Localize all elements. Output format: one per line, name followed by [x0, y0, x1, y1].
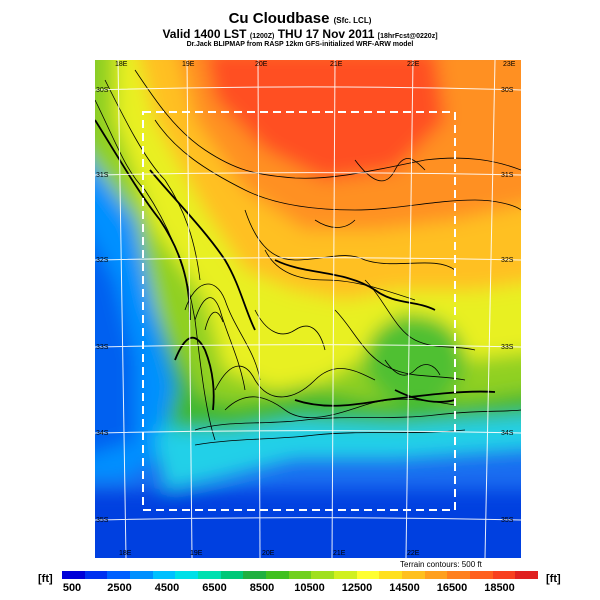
major-contours	[95, 119, 496, 411]
legend-swatch	[84, 571, 108, 579]
legend-swatch	[107, 571, 131, 579]
lon-label: 20E	[255, 61, 268, 68]
map-title: Cu Cloudbase (Sfc. LCL)	[228, 10, 372, 27]
lon-labels-bottom: 18E 19E 20E 21E 22E	[119, 550, 420, 557]
legend-tick-label: 18500	[484, 582, 515, 594]
legend-swatch	[356, 571, 380, 579]
legend-swatch	[152, 571, 176, 579]
legend-unit-left: [ft]	[38, 573, 53, 585]
lat-label: 34S	[96, 430, 109, 437]
legend-swatch	[311, 571, 335, 579]
legend-tick-label: 14500	[389, 582, 420, 594]
lon-labels-top: 18E 19E 20E 21E 22E 23E	[115, 61, 516, 68]
legend-ticks: 500 2500 4500 6500 8500 10500 12500 14500 16500 1…	[62, 582, 538, 596]
lat-labels-right: 30S 31S 32S 33S 34S 35S	[501, 87, 514, 524]
lat-label: 35S	[501, 517, 514, 524]
legend-swatch	[447, 571, 471, 579]
lat-lon-grid	[95, 60, 521, 558]
legend-tick-label: 500	[62, 582, 82, 594]
legend-swatch	[175, 571, 199, 579]
terrain-note: Terrain contours: 500 ft	[400, 560, 482, 569]
lat-label: 32S	[96, 257, 109, 264]
lon-label: 22E	[407, 550, 420, 557]
valid-time-line: Valid 1400 LST (1200Z) THU 17 Nov 2011 […	[162, 27, 438, 41]
lon-label: 19E	[190, 550, 203, 557]
lon-label: 19E	[182, 61, 195, 68]
legend-tick-label: 2500	[107, 582, 132, 594]
lon-label: 18E	[119, 550, 132, 557]
color-legend-bar	[62, 571, 539, 579]
legend-swatch	[470, 571, 493, 579]
inner-domain-box	[142, 111, 456, 511]
lat-label: 30S	[96, 87, 109, 94]
legend-swatch	[62, 571, 85, 579]
legend-tick-label: 10500	[294, 582, 325, 594]
lon-label: 23E	[503, 61, 516, 68]
legend-swatch	[402, 571, 425, 579]
legend-swatch	[198, 571, 221, 579]
lat-label: 31S	[501, 172, 514, 179]
lat-label: 34S	[501, 430, 514, 437]
cloudbase-field	[95, 60, 521, 558]
lat-label: 33S	[501, 344, 514, 351]
legend-tick-label: 12500	[341, 582, 373, 594]
legend-swatch	[130, 571, 153, 579]
cloudbase-map: 18E 19E 20E 21E 22E 23E 18E 19E 20E 21E …	[95, 60, 521, 558]
legend-swatch	[220, 571, 244, 579]
legend-unit-right: [ft]	[546, 573, 561, 585]
legend-swatch	[424, 571, 448, 579]
source-line: Dr.Jack BLIPMAP from RASP 12km GFS-initi…	[186, 41, 414, 48]
lat-label: 32S	[501, 257, 514, 264]
lon-label: 21E	[333, 550, 346, 557]
legend-swatch	[243, 571, 267, 579]
lat-label: 33S	[96, 344, 109, 351]
lon-label: 18E	[115, 61, 128, 68]
lon-label: 22E	[407, 61, 420, 68]
lat-label: 31S	[96, 172, 109, 179]
lat-label: 30S	[501, 87, 514, 94]
legend-swatch	[288, 571, 312, 579]
terrain-contours	[95, 69, 521, 446]
legend-swatch	[379, 571, 403, 579]
legend-tick-label: 16500	[436, 582, 468, 594]
legend-swatch	[515, 571, 539, 579]
legend-tick-label: 8500	[249, 582, 275, 594]
legend-tick-label: 6500	[202, 582, 227, 594]
legend-swatch	[266, 571, 289, 579]
lat-label: 35S	[96, 517, 109, 524]
legend-swatch	[334, 571, 357, 579]
legend-tick-label: 4500	[154, 582, 180, 594]
lat-labels-left: 30S 31S 32S 33S 34S 35S	[96, 87, 109, 524]
legend-swatch	[492, 571, 516, 579]
lon-label: 21E	[330, 61, 343, 68]
lon-label: 20E	[262, 550, 275, 557]
